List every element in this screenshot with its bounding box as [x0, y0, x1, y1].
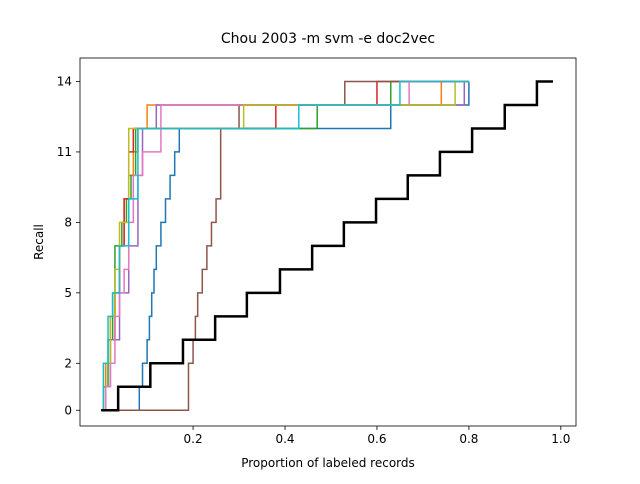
- plot-frame: [79, 57, 577, 427]
- step-line: [101, 80, 554, 412]
- x-tick-label: 1.0: [551, 432, 570, 446]
- y-tick-label: 5: [64, 286, 72, 300]
- y-tick-label: 11: [57, 145, 72, 159]
- y-tick-label: 0: [64, 403, 72, 417]
- step-line: [101, 81, 470, 412]
- y-axis-label: Recall: [32, 224, 46, 260]
- x-axis-label: Proportion of labeled records: [241, 456, 415, 470]
- y-tick-label: 2: [64, 356, 72, 370]
- y-tick-label: 8: [64, 215, 72, 229]
- x-tick-label: 0.4: [275, 432, 294, 446]
- x-tick-label: 0.8: [459, 432, 478, 446]
- chart-title: Chou 2003 -m svm -e doc2vec: [221, 31, 435, 47]
- x-tick-label: 0.2: [184, 432, 203, 446]
- y-tick-label: 14: [57, 74, 72, 88]
- x-tick-label: 0.6: [367, 432, 386, 446]
- step-line: [101, 80, 469, 412]
- step-line: [101, 80, 469, 412]
